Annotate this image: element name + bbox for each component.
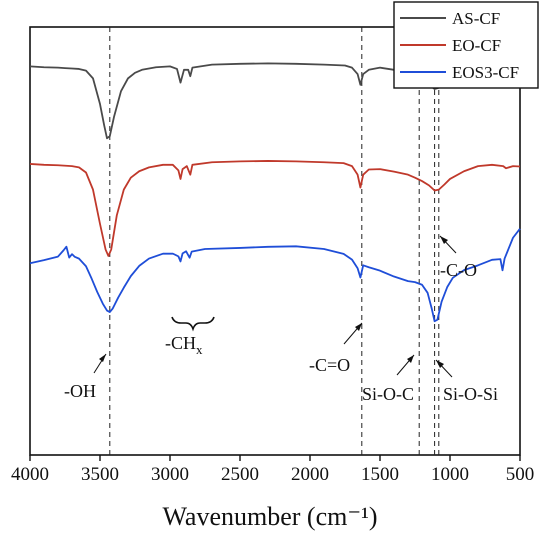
chx-brace [171, 316, 215, 332]
plot-frame [29, 26, 521, 456]
oh-label: -OH [64, 381, 96, 401]
c-o-arrowhead [440, 236, 448, 244]
co-double-label: -C=O [309, 355, 350, 375]
series-group [29, 62, 521, 323]
series-line-eo-cf [29, 160, 521, 257]
legend: AS-CF EO-CF EOS3-CF [393, 1, 539, 89]
annotations: -OH -CHx -C=O Si-O-C Si-O-Si -C-O [64, 235, 498, 404]
siosi-arrowhead [436, 360, 444, 368]
legend-label-eos3-cf: EOS3-CF [452, 63, 519, 82]
chx-label: -CHx [165, 333, 203, 357]
sioc-arrowhead [407, 355, 414, 363]
x-tick-label-3000: 3000 [151, 464, 189, 485]
x-tick-label-500: 500 [506, 464, 535, 485]
sioc-label: Si-O-C [362, 384, 414, 404]
x-axis-title: Wavenumber (cm⁻¹) [162, 502, 377, 531]
c-o-label: -C-O [440, 260, 477, 280]
siosi-label: Si-O-Si [443, 384, 498, 404]
legend-label-as-cf: AS-CF [452, 9, 500, 28]
x-axis-ticks: 4000 3500 3000 2500 2000 1500 1000 500 [11, 455, 534, 485]
x-tick-label-4000: 4000 [11, 464, 49, 485]
x-tick-label-2500: 2500 [221, 464, 259, 485]
chx-label-sub: x [196, 342, 203, 357]
co-double-arrowhead [355, 323, 362, 331]
x-tick-label-1500: 1500 [361, 464, 399, 485]
x-tick-label-3500: 3500 [81, 464, 119, 485]
oh-arrowhead [99, 354, 106, 362]
x-tick-label-1000: 1000 [431, 464, 469, 485]
legend-label-eo-cf: EO-CF [452, 36, 501, 55]
x-tick-label-2000: 2000 [291, 464, 329, 485]
series-line-eos3-cf [29, 228, 521, 323]
chx-label-main: -CH [165, 333, 196, 353]
